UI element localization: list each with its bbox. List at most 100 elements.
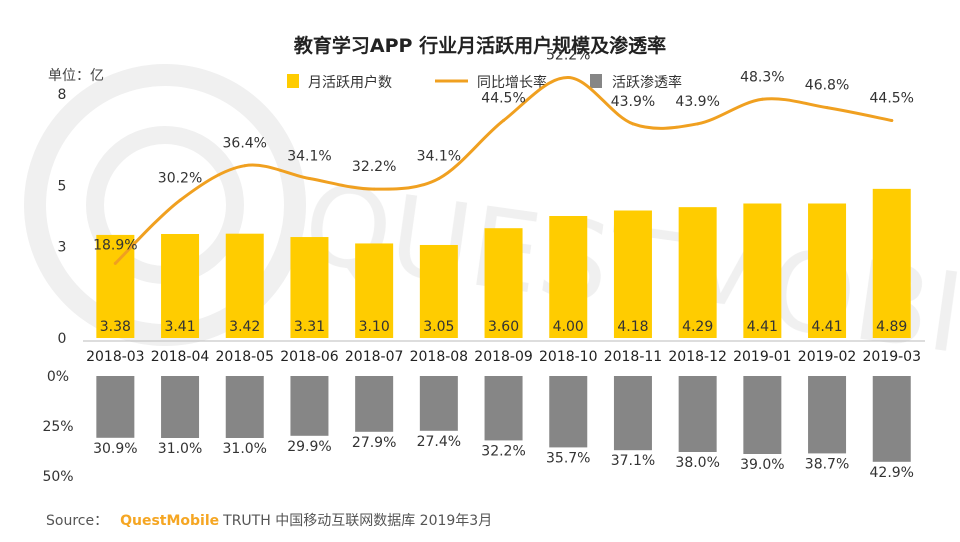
penetration-bar <box>872 376 911 462</box>
chart-title: 教育学习APP 行业月活跃用户规模及渗透率 <box>294 34 666 57</box>
yoy-label: 44.5% <box>870 90 914 106</box>
yoy-label: 18.9% <box>93 237 137 253</box>
penetration-label: 27.9% <box>352 435 396 451</box>
yoy-label: 30.2% <box>158 170 202 186</box>
mau-bar-label: 4.41 <box>747 319 778 335</box>
penetration-bar <box>613 376 652 451</box>
yoy-point <box>307 177 311 181</box>
penetration-label: 35.7% <box>546 450 590 466</box>
penetration-bar <box>808 376 847 454</box>
penetration-labels: 30.9% 31.0% 31.0% 29.9% 27.9% 27.4% 32.2% 35.7%… <box>93 434 914 481</box>
legend-label-yoy: 同比增长率 <box>477 74 547 91</box>
mau-bar-label: 3.10 <box>359 319 390 335</box>
mau-bar <box>678 207 717 338</box>
mau-bar <box>743 203 782 338</box>
penetration-bar <box>419 376 458 431</box>
mau-bar-label: 3.38 <box>100 319 131 335</box>
yoy-label: 36.4% <box>223 136 267 152</box>
penetration-bar <box>96 376 135 438</box>
mau-bar-label: 3.60 <box>488 319 519 335</box>
yoy-point <box>113 261 117 265</box>
penetration-bars <box>96 376 911 462</box>
yoy-point <box>631 122 635 126</box>
source-brand: QuestMobile <box>120 513 219 529</box>
mau-bar-label: 4.89 <box>876 319 907 335</box>
mau-bar-label: 3.41 <box>164 319 195 335</box>
mau-bar-label: 4.00 <box>553 319 584 335</box>
mau-bar <box>549 216 588 338</box>
penetration-bar <box>484 376 523 441</box>
yoy-point <box>243 164 247 168</box>
x-tick-label: 2018-08 <box>410 349 469 365</box>
yoy-point <box>760 97 764 101</box>
penetration-bar <box>678 376 717 452</box>
mau-bar-label: 4.29 <box>682 319 713 335</box>
x-tick-label: 2018-06 <box>280 349 339 365</box>
penetration-label: 37.1% <box>611 453 655 469</box>
source-prefix: Source： <box>46 513 108 529</box>
yoy-point <box>178 198 182 202</box>
lower-y-tick: 0% <box>47 369 69 385</box>
upper-y-axis: 8 5 3 0 <box>58 87 67 347</box>
yoy-label: 48.3% <box>740 69 784 85</box>
x-tick-label: 2019-02 <box>798 349 857 365</box>
mau-bar-label: 3.42 <box>229 319 260 335</box>
x-tick-label: 2018-11 <box>604 349 663 365</box>
unit-label: 单位：亿 <box>48 68 104 84</box>
yoy-label: 43.9% <box>675 94 719 110</box>
yoy-point <box>437 177 441 181</box>
mau-bar <box>613 210 652 338</box>
upper-y-tick: 8 <box>58 87 67 103</box>
penetration-label: 31.0% <box>158 441 202 457</box>
source-text: TRUTH 中国移动互联网数据库 2019年3月 <box>222 513 492 529</box>
lower-y-tick: 50% <box>42 469 73 485</box>
yoy-label: 44.5% <box>481 90 525 106</box>
upper-y-tick: 0 <box>58 331 67 347</box>
x-tick-label: 2018-03 <box>86 349 145 365</box>
penetration-label: 38.7% <box>805 456 849 472</box>
penetration-bar <box>549 376 588 448</box>
yoy-label: 34.1% <box>287 149 331 165</box>
yoy-label: 43.9% <box>611 94 655 110</box>
x-tick-label: 2018-12 <box>668 349 727 365</box>
lower-y-axis: 0% 25% 50% <box>42 369 73 485</box>
source-line: Source： QuestMobile TRUTH 中国移动互联网数据库 2019年… <box>46 513 492 529</box>
yoy-point <box>825 106 829 110</box>
penetration-label: 38.0% <box>675 455 719 471</box>
penetration-label: 31.0% <box>223 441 267 457</box>
penetration-label: 39.0% <box>740 457 784 473</box>
yoy-point <box>372 187 376 191</box>
yoy-point <box>696 122 700 126</box>
x-labels: 2018-03 2018-04 2018-05 2018-06 2018-07 2018-… <box>86 349 921 365</box>
yoy-point <box>890 118 894 122</box>
mau-bar <box>484 228 523 338</box>
legend-swatch-mau <box>287 74 299 88</box>
upper-y-tick: 5 <box>58 179 67 195</box>
yoy-point <box>566 76 570 80</box>
yoy-point <box>502 118 506 122</box>
x-tick-label: 2018-07 <box>345 349 404 365</box>
mau-bar <box>808 203 847 338</box>
yoy-label: 34.1% <box>417 149 461 165</box>
x-tick-label: 2019-03 <box>863 349 922 365</box>
penetration-label: 27.4% <box>417 434 461 450</box>
mau-bar <box>872 188 911 338</box>
penetration-label: 29.9% <box>287 439 331 455</box>
upper-y-tick: 3 <box>58 240 67 256</box>
yoy-label: 32.2% <box>352 159 396 175</box>
legend-swatch-penetration <box>590 74 602 88</box>
penetration-bar <box>355 376 394 432</box>
penetration-bar <box>743 376 782 454</box>
x-tick-label: 2018-10 <box>539 349 598 365</box>
mau-bar-label: 4.41 <box>811 319 842 335</box>
penetration-label: 42.9% <box>870 465 914 481</box>
x-tick-label: 2018-04 <box>151 349 210 365</box>
mau-bar <box>161 233 200 338</box>
mau-bar-label: 3.05 <box>423 319 454 335</box>
yoy-labels: 18.9% 30.2% 36.4% 34.1% 32.2% 34.1% 44.5% 52.2%… <box>93 48 914 254</box>
mau-bar <box>225 233 264 338</box>
mau-bar <box>419 244 458 338</box>
mau-bar <box>355 243 394 338</box>
penetration-bar <box>161 376 200 438</box>
